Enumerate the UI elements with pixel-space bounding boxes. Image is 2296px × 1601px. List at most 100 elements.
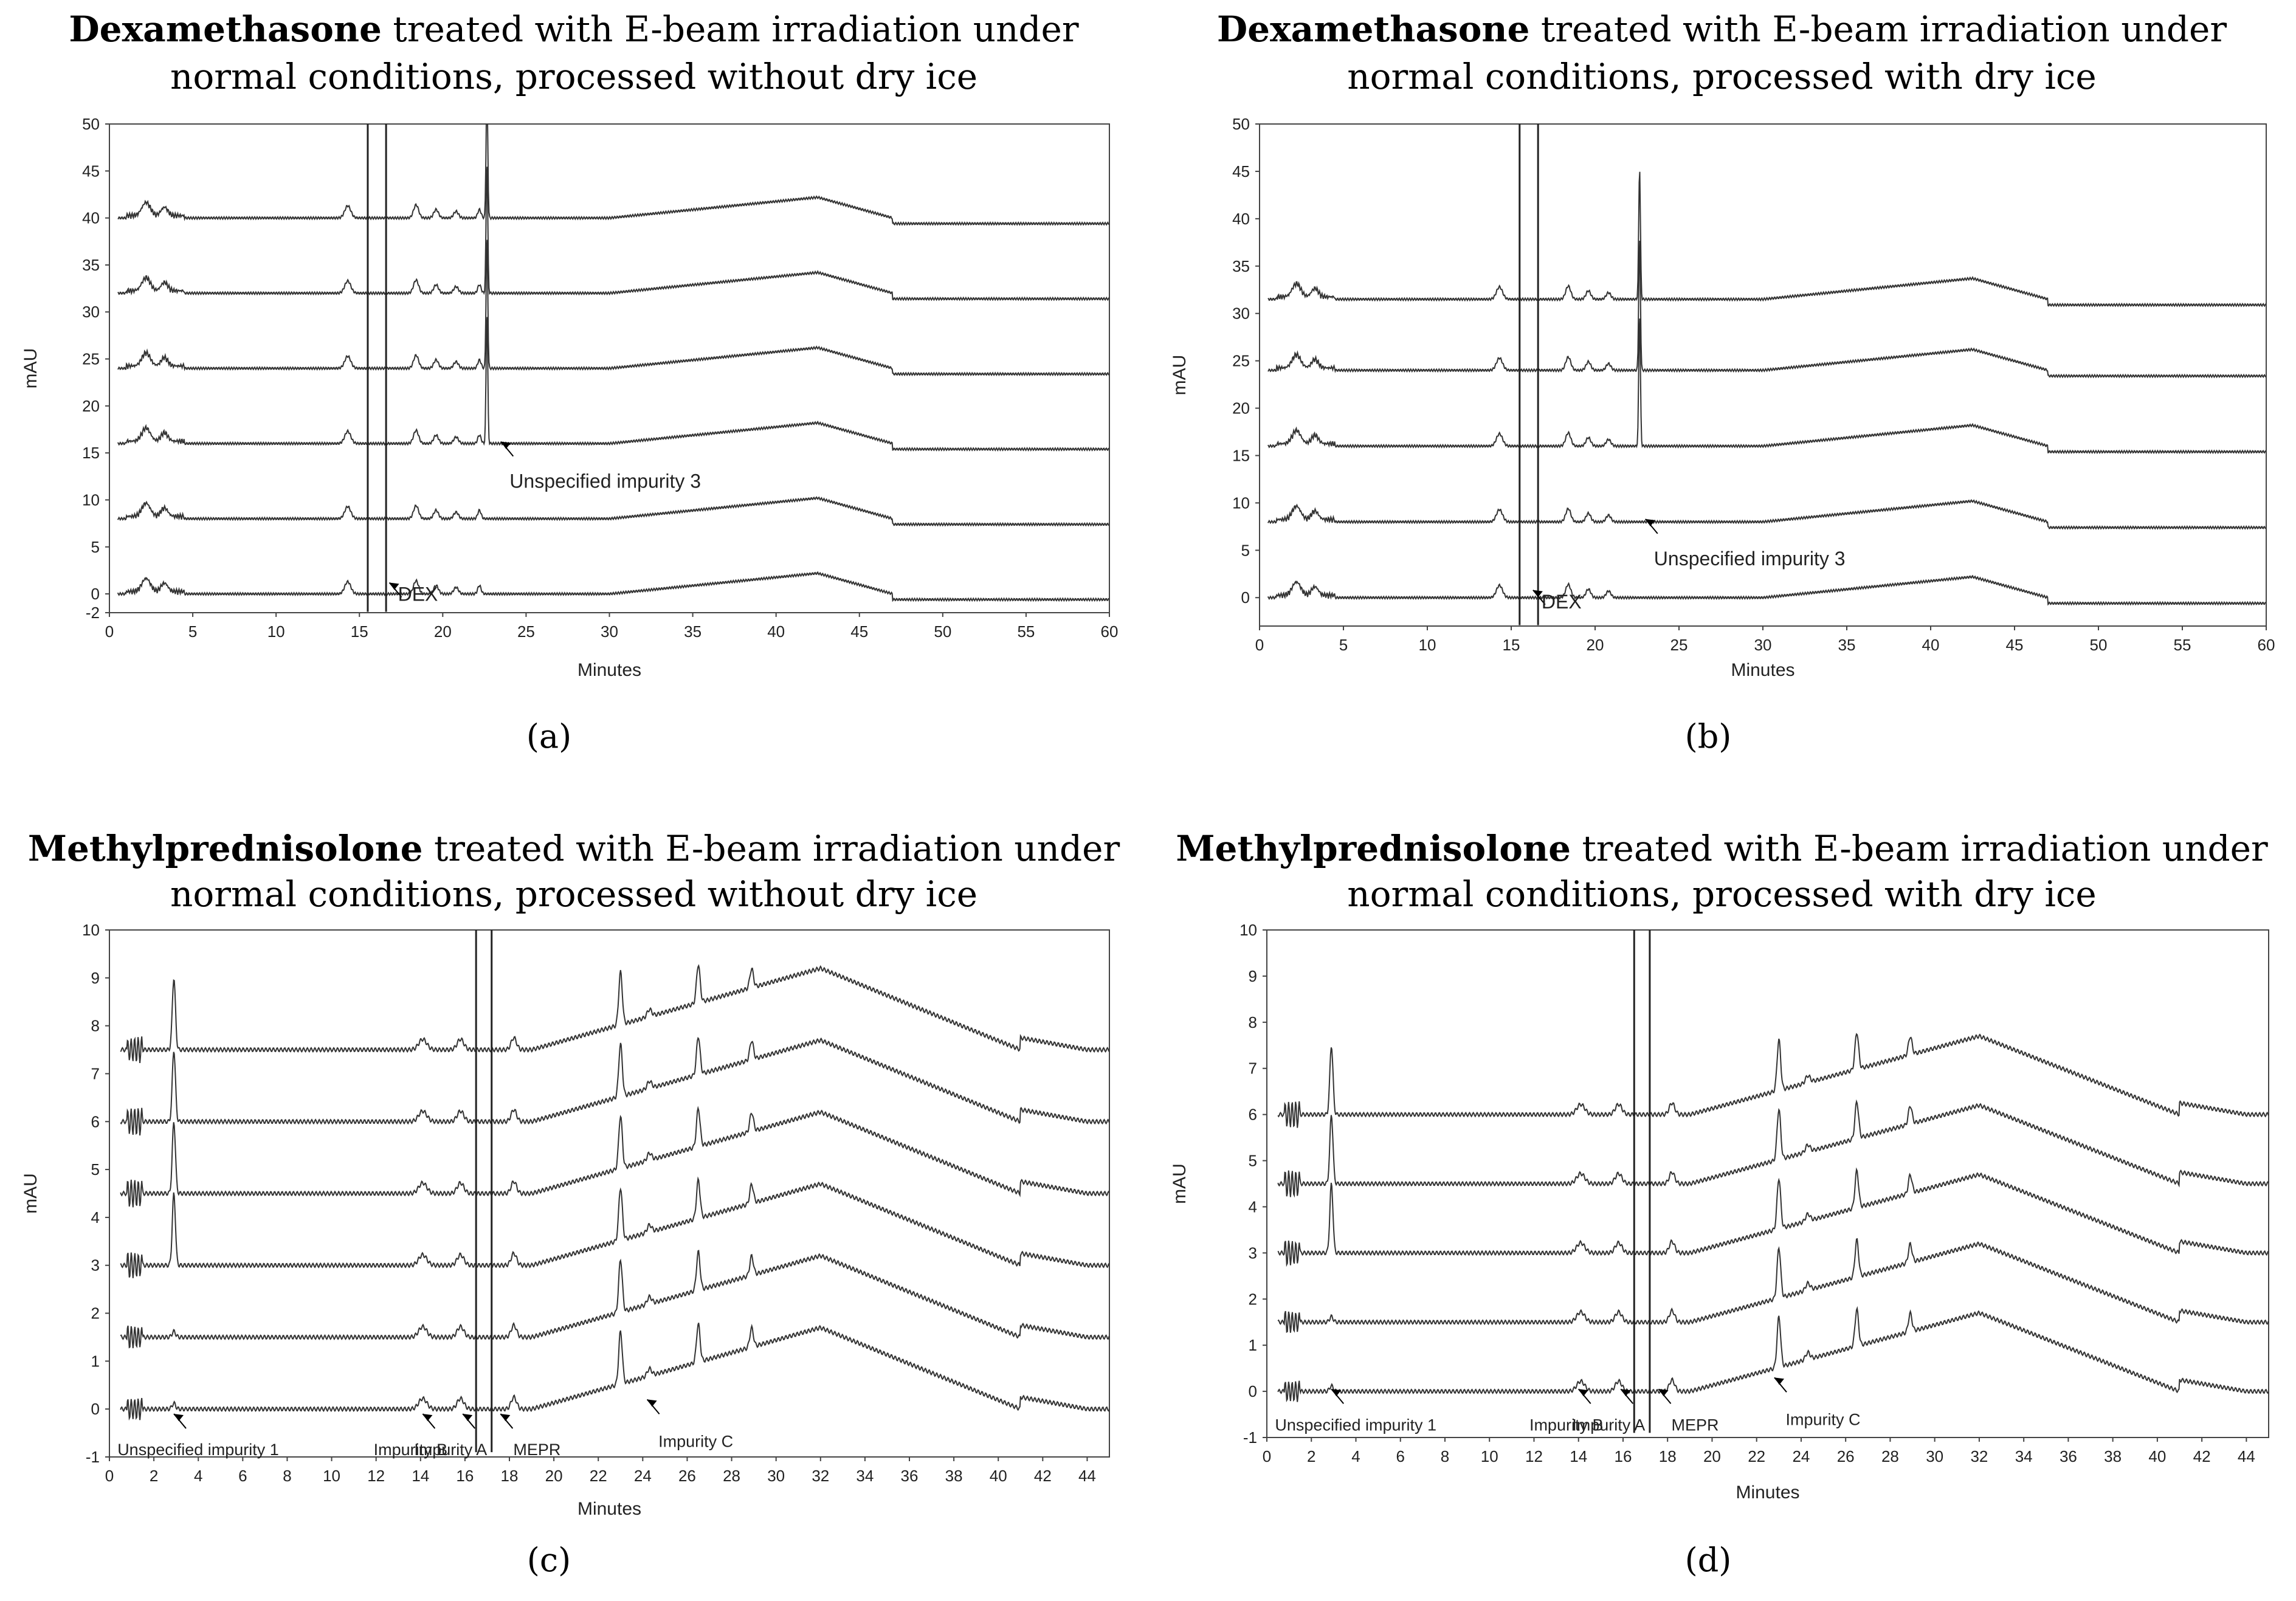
trace-line (117, 317, 1109, 452)
y-tick-label: 50 (82, 115, 100, 133)
y-tick-label: 5 (91, 538, 100, 556)
y-tick-label: 25 (1232, 352, 1250, 370)
trace-line (1277, 1033, 2269, 1128)
x-tick-label: 30 (601, 622, 618, 641)
x-tick-label: 30 (1754, 636, 1772, 654)
y-tick-label: 9 (91, 969, 100, 987)
x-tick-label: 50 (2090, 636, 2108, 654)
chart-subtitle: normal conditions, processed without dry… (170, 56, 978, 97)
y-tick-label: 3 (1249, 1244, 1257, 1262)
chart-title: Dexamethasone treated with E-beam irradi… (1148, 7, 2296, 51)
annotation-arrowhead (1774, 1377, 1784, 1385)
title-drug: Dexamethasone (69, 9, 382, 50)
y-tick-label: 10 (1232, 494, 1250, 512)
x-tick-label: 24 (1792, 1447, 1810, 1465)
x-tick-label: 15 (1503, 636, 1520, 654)
trace-line (1277, 1306, 2269, 1403)
x-tick-label: 6 (238, 1467, 247, 1485)
trace-line (1267, 171, 2266, 308)
x-axis-label: Minutes (1736, 1482, 1799, 1503)
x-tick-label: 44 (1078, 1467, 1096, 1485)
x-tick-label: 34 (2015, 1447, 2033, 1465)
annotation-arrowhead (463, 1414, 473, 1422)
x-tick-label: 26 (1837, 1447, 1855, 1465)
panel-label: (d) (1684, 1541, 1732, 1579)
y-tick-label: 10 (82, 921, 100, 939)
y-tick-label: 20 (82, 397, 100, 415)
panel-c: Methylprednisolone treated with E-beam i… (0, 800, 1148, 1601)
x-tick-label: 45 (2006, 636, 2024, 654)
annotation-arrowhead (647, 1399, 657, 1407)
annotation-arrowhead (500, 1414, 511, 1422)
traces (1277, 930, 2269, 1433)
annotation-label: Unspecified impurity 3 (509, 470, 701, 492)
y-tick-label: 6 (1249, 1106, 1257, 1124)
x-tick-label: 35 (1838, 636, 1856, 654)
y-tick-label: -1 (1243, 1428, 1257, 1447)
y-axis-label: mAU (21, 348, 41, 389)
y-tick-label: 1 (91, 1352, 100, 1370)
y-tick-label: 15 (1232, 446, 1250, 464)
title-text: treated with E-beam irradiation under (1540, 9, 2227, 50)
trace-line (120, 1250, 1109, 1349)
x-tick-label: 40 (1922, 636, 1940, 654)
x-tick-label: 16 (456, 1467, 474, 1485)
x-tick-label: 20 (434, 622, 452, 641)
x-tick-label: 26 (678, 1467, 696, 1485)
trace-line (1267, 240, 2266, 379)
x-tick-label: 60 (2258, 636, 2275, 654)
annotation-arrowhead (1331, 1389, 1342, 1397)
annotation-arrowhead (1578, 1389, 1588, 1397)
traces (1267, 124, 2266, 625)
panel-b: Dexamethasone treated with E-beam irradi… (1148, 0, 2296, 800)
chart-title: Dexamethasone treated with E-beam irradi… (0, 7, 1148, 51)
title-text: treated with E-beam irradiation under (433, 828, 1120, 869)
y-tick-label: 5 (1241, 541, 1250, 559)
x-tick-label: 10 (323, 1467, 340, 1485)
x-tick-label: 20 (1703, 1447, 1721, 1465)
annotation-label: Impurity C (658, 1432, 733, 1450)
trace-line (120, 1036, 1109, 1136)
x-tick-label: 55 (1017, 622, 1035, 641)
x-tick-label: 18 (1659, 1447, 1677, 1465)
chart-d: 0 2 4 6 8 10 12 14 16 18 20 22 24 26 28 30 32 34 36 38 40 42 4… (1170, 921, 2269, 1503)
x-tick-label: 4 (1351, 1447, 1360, 1465)
x-tick-label: 2 (1307, 1447, 1315, 1465)
title-text: treated with E-beam irradiation under (393, 9, 1079, 50)
y-tick-label: 20 (1232, 399, 1250, 418)
x-tick-label: 42 (1034, 1467, 1052, 1485)
y-tick-label: 35 (1232, 257, 1250, 275)
x-tick-label: 32 (1970, 1447, 1988, 1465)
x-tick-label: 14 (1570, 1447, 1587, 1465)
panel-label: (a) (526, 717, 572, 756)
x-tick-label: 55 (2174, 636, 2191, 654)
annotation-arrowhead (422, 1414, 433, 1422)
annotation-arrowhead (389, 582, 399, 590)
annotation-arrowhead (1621, 1389, 1631, 1397)
y-tick-label: 10 (1239, 921, 1257, 939)
panel-d: Methylprednisolone treated with E-beam i… (1148, 800, 2296, 1601)
x-tick-label: 0 (1255, 636, 1264, 654)
y-tick-label: 0 (1249, 1382, 1257, 1400)
x-tick-label: 10 (1481, 1447, 1498, 1465)
chart-c: 0 2 4 6 8 10 12 14 16 18 20 22 24 26 28 30 32 34 36 38 40 42 4… (21, 921, 1110, 1519)
x-tick-label: 35 (684, 622, 702, 641)
y-tick-label: 10 (82, 491, 100, 509)
panel-label: (b) (1684, 717, 1732, 756)
plot-frame (1266, 929, 2269, 1438)
y-axis-label: mAU (1170, 1163, 1190, 1204)
annotation-label: DEX (1542, 591, 1582, 613)
x-tick-label: 45 (850, 622, 868, 641)
annotation-arrowhead (501, 441, 511, 449)
x-tick-label: 30 (767, 1467, 785, 1485)
x-tick-label: 50 (934, 622, 951, 641)
x-axis-label: Minutes (577, 1499, 641, 1519)
annotation-label: Impurity C (1785, 1410, 1860, 1428)
traces (117, 124, 1109, 612)
y-tick-label: 0 (91, 1400, 100, 1418)
annotation-label: Impurity B (374, 1441, 448, 1459)
title-drug: Methylprednisolone (1176, 828, 1571, 869)
y-tick-label: -2 (86, 604, 100, 622)
x-tick-label: 28 (1881, 1447, 1899, 1465)
x-tick-label: 38 (945, 1467, 963, 1485)
